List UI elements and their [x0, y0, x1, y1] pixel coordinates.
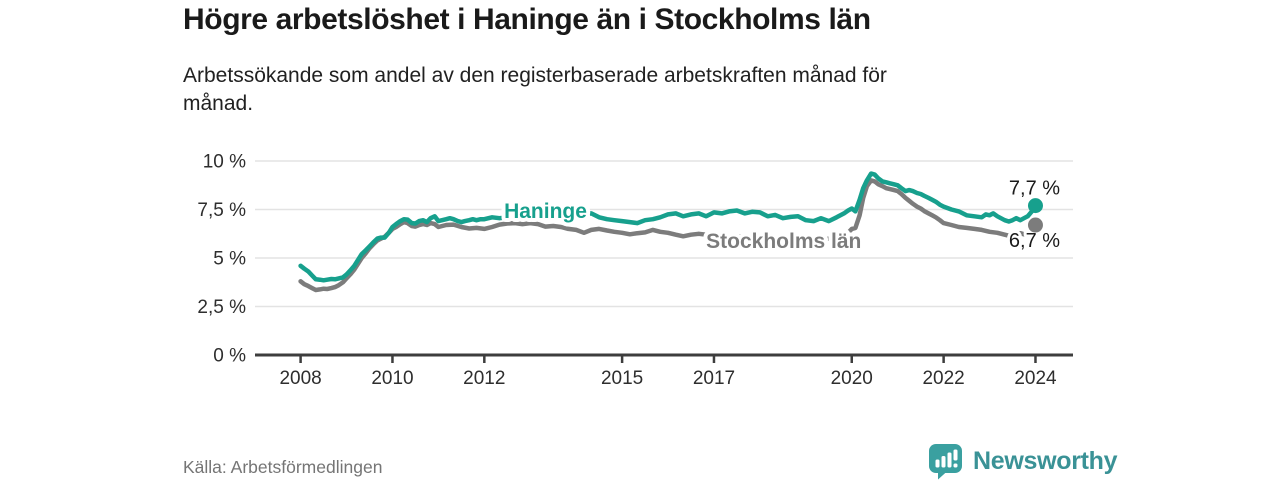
chart-subtitle-line2: månad. [183, 92, 254, 115]
stockholm-end-value-label: 6,7 % [1009, 230, 1060, 252]
x-tick-label: 2020 [831, 368, 873, 389]
x-tick-label: 2010 [371, 368, 413, 389]
chart-axis [299, 355, 1037, 363]
chart-series [298, 171, 1038, 293]
newsworthy-wordmark: Newsworthy [973, 446, 1118, 475]
source-note: Källa: Arbetsförmedlingen [183, 457, 383, 477]
stockholm-end-dot [1027, 217, 1043, 233]
haninge-line [298, 171, 1038, 283]
chart-subtitle-line1: Arbetssökande som andel av den registerb… [183, 64, 887, 87]
chart-subtitle: Arbetssökande som andel av den registerb… [183, 62, 1063, 118]
chart-labels: 0 % 2,5 % 5 % 7,5 % 10 % 2008 2010 2012 2015 2017… [197, 152, 1063, 390]
chart-gridlines [255, 160, 1073, 357]
haninge-end-value-label: 7,7 % [1009, 178, 1060, 200]
newsworthy-logo[interactable]: Newsworthy [928, 442, 1118, 480]
newsworthy-bubble-barchart-icon [928, 443, 964, 480]
y-tick-label: 2,5 % [197, 297, 246, 318]
x-tick-label: 2015 [601, 368, 643, 389]
x-tick-label: 2017 [693, 368, 735, 389]
y-tick-label: 5 % [213, 249, 246, 270]
y-tick-label: 0 % [213, 346, 246, 367]
haninge-end-dot [1027, 198, 1043, 214]
y-tick-label: 10 % [203, 152, 246, 173]
x-tick-label: 2022 [922, 368, 964, 389]
chart-title: Högre arbetslöshet i Haninge än i Stockh… [183, 3, 871, 36]
x-tick-label: 2012 [463, 368, 505, 389]
stockholm-series-label: Stockholms län [706, 230, 861, 253]
y-tick-label: 7,5 % [197, 200, 246, 221]
x-tick-label: 2024 [1014, 368, 1057, 389]
haninge-series-label: Haninge [504, 200, 587, 223]
x-tick-label: 2008 [279, 368, 321, 389]
